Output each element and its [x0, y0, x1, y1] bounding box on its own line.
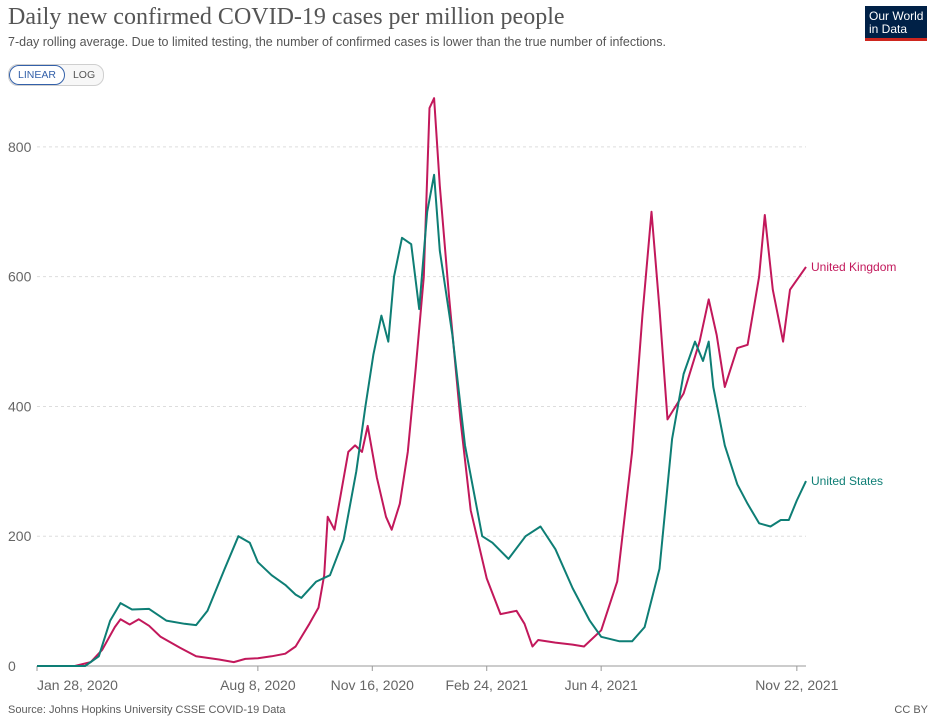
series-line-united-kingdom[interactable]	[37, 97, 807, 667]
series-labels: United Kingdom United States	[811, 260, 896, 488]
series-label-united-kingdom[interactable]: United Kingdom	[811, 260, 896, 274]
y-tick-label: 800	[8, 139, 32, 155]
x-tick-label: Aug 8, 2020	[220, 677, 296, 693]
scale-toggle: LINEAR LOG	[8, 64, 105, 86]
y-tick-label: 0	[8, 658, 16, 674]
x-tick-label: Feb 24, 2021	[445, 677, 528, 693]
license-link[interactable]: CC BY	[894, 704, 928, 716]
grid-lines	[37, 146, 806, 537]
logo-line-2: in Data	[869, 22, 908, 36]
y-tick-label: 600	[8, 269, 32, 285]
y-axis: 0 200 400 600 800	[8, 139, 32, 674]
linear-scale-button[interactable]: LINEAR	[9, 65, 65, 85]
series-line-united-states[interactable]	[37, 173, 807, 667]
owid-logo[interactable]: Our World in Data	[865, 6, 927, 41]
x-tick-label: Jun 4, 2021	[565, 677, 638, 693]
chart-subtitle: 7-day rolling average. Due to limited te…	[8, 35, 666, 49]
log-scale-button[interactable]: LOG	[72, 69, 96, 81]
x-tick-label: Jan 28, 2020	[37, 677, 118, 693]
logo-line-1: Our World	[869, 9, 924, 23]
x-axis: Jan 28, 2020 Aug 8, 2020 Nov 16, 2020 Feb 2…	[36, 665, 839, 693]
line-chart: 0 200 400 600 800 Jan 28, 2020 Aug 8, 2020 Nov…	[8, 97, 896, 693]
x-tick-label: Nov 22, 2021	[755, 677, 838, 693]
source-note: Source: Johns Hopkins University CSSE CO…	[8, 704, 286, 716]
series-lines	[37, 97, 807, 667]
y-tick-label: 200	[8, 528, 32, 544]
y-tick-label: 400	[8, 398, 32, 414]
x-tick-label: Nov 16, 2020	[331, 677, 414, 693]
chart-title: Daily new confirmed COVID-19 cases per m…	[8, 4, 565, 30]
series-label-united-states[interactable]: United States	[811, 474, 883, 488]
